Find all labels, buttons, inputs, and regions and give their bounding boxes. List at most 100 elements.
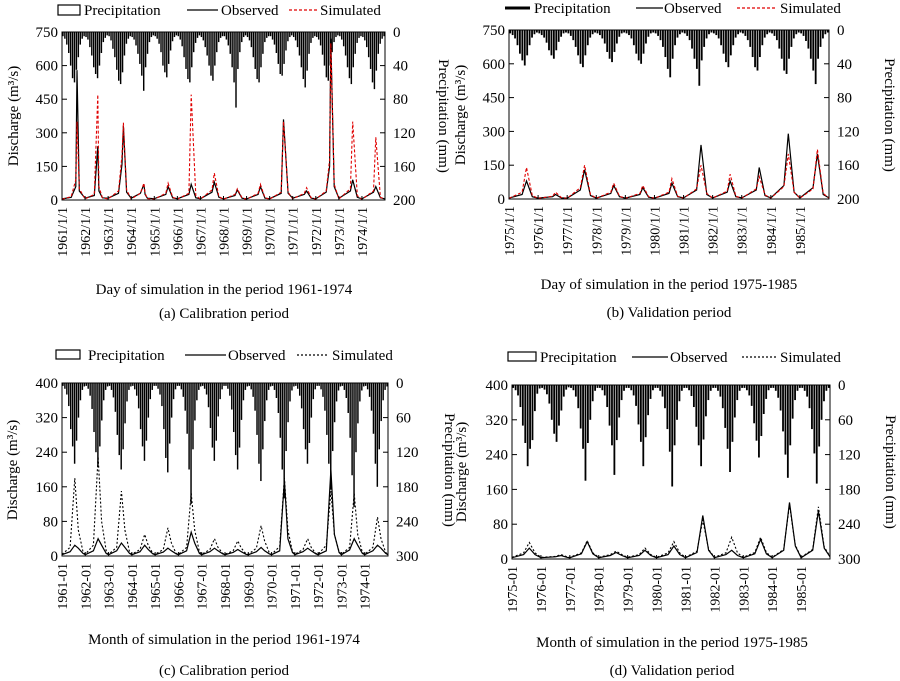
precip-bar-a (77, 32, 80, 58)
precip-bar-d (671, 385, 674, 487)
xlabel-b: Day of simulation in the period 1975-198… (541, 277, 798, 293)
ytick-label-a: 600 (36, 59, 59, 75)
precip-bar-d (664, 385, 666, 409)
precip-bar-d (774, 385, 777, 391)
precip-bar-b (812, 30, 815, 71)
precip-bar-a (221, 32, 224, 37)
xtick-label-d: 1975-01 (506, 566, 521, 613)
ytick-right-label-d: 240 (838, 517, 861, 533)
xtick-label-c: 1967-01 (196, 563, 211, 610)
precip-bar-c (178, 383, 181, 386)
xtick-label-a: 1973/1/1 (333, 207, 348, 257)
precip-bar-b (725, 30, 727, 63)
precip-bar-a (69, 32, 72, 66)
precip-bar-d (661, 385, 664, 397)
precip-bar-a (312, 32, 314, 38)
precip-bar-a (267, 32, 270, 37)
precip-bar-d (565, 385, 568, 390)
precip-bar-b (712, 30, 715, 34)
precip-bar-a (114, 32, 116, 58)
xtick-label-b: 1981/1/1 (678, 206, 693, 256)
precip-bar-b (795, 30, 798, 35)
precip-bar-c (203, 383, 206, 389)
precip-bar-c (198, 383, 200, 390)
precip-bar-b (761, 30, 764, 46)
precip-bar-d (745, 385, 748, 391)
ytick-label-b: 600 (483, 57, 506, 73)
precip-bar-a (285, 32, 287, 51)
precip-bar-d (676, 385, 678, 420)
precip-bar-c (223, 383, 225, 386)
precip-bar-b (805, 30, 807, 41)
precip-bar-b (826, 30, 829, 33)
precip-bar-b (582, 30, 584, 68)
precip-bar-c (170, 383, 173, 418)
precip-bar-b (509, 30, 512, 34)
precip-bar-d (586, 385, 589, 443)
precip-bar-a (154, 32, 156, 37)
ylabel-right-b: Precipitation (mm) (881, 58, 897, 172)
precip-bar-b (688, 30, 691, 41)
precip-bar-a (121, 32, 124, 73)
precip-bar-b (744, 30, 747, 36)
precip-bar-d (760, 385, 763, 437)
precip-bar-d (815, 385, 818, 484)
precip-bar-d (644, 385, 647, 438)
precip-bar-a (125, 32, 128, 44)
ytick-right-label-c: 0 (396, 376, 404, 392)
precip-bar-c (77, 383, 80, 418)
precip-bar-d (529, 385, 531, 449)
precip-bar-c (134, 383, 136, 390)
precip-bar-c (184, 383, 186, 411)
precip-bar-b (514, 30, 516, 39)
ytick-label-b: 300 (483, 124, 506, 140)
precip-bar-c (87, 383, 89, 389)
precip-bar-a (196, 32, 199, 38)
ytick-right-label-c: 180 (396, 480, 419, 496)
precip-bar-a (202, 32, 205, 41)
precip-bar-d (798, 385, 801, 388)
precip-bar-d (801, 385, 804, 388)
panel-b: Precipitation Observed Simulated 0 150 300… (453, 1, 897, 321)
precip-bar-c (256, 383, 258, 435)
precip-bar-b (642, 30, 645, 54)
xtick-label-c: 1971-01 (289, 563, 304, 610)
precip-bar-d (680, 385, 683, 391)
precip-bar-c (112, 383, 115, 398)
precip-bar-b (637, 30, 640, 61)
precip-bar-b (817, 30, 819, 59)
xtick-label-a: 1963/1/1 (102, 207, 117, 257)
legend-a-precip-swatch (57, 4, 81, 16)
precip-bar-c (298, 383, 301, 396)
precip-bar-d (823, 385, 825, 402)
precip-bar-a (223, 32, 226, 37)
precip-bar-a (256, 32, 258, 80)
precip-bar-d (825, 385, 828, 391)
ylabel-c: Discharge (m³/s) (5, 420, 21, 520)
precip-bar-a (325, 32, 328, 78)
precip-bar-b (645, 30, 647, 44)
precip-bar-d (724, 385, 727, 428)
precip-bar-d (615, 385, 618, 441)
precip-bar-d (606, 385, 609, 408)
precip-bar-c (124, 383, 126, 424)
precip-bar-c (370, 383, 373, 411)
precip-bar-b (763, 30, 766, 38)
precip-bar-b (693, 30, 696, 59)
ylabel-right-d: Precipitation (mm) (882, 415, 898, 529)
precip-bar-d (577, 385, 580, 409)
precip-bar-a (164, 32, 166, 73)
xtick-label-a: 1968/1/1 (218, 207, 233, 257)
xtick-label-b: 1980/1/1 (649, 206, 664, 256)
xtick-label-a: 1967/1/1 (194, 207, 209, 257)
xtick-label-d: 1982-01 (708, 566, 723, 613)
precip-bar-d (777, 385, 780, 398)
precip-bar-a (306, 32, 308, 71)
precip-bar-c (326, 383, 328, 435)
precip-bar-d (591, 385, 594, 402)
precip-bar-b (647, 30, 650, 37)
precip-bar-b (528, 30, 531, 46)
precip-bar-a (139, 32, 141, 64)
precip-bar-c (85, 383, 87, 386)
precip-bar-d (608, 385, 611, 426)
